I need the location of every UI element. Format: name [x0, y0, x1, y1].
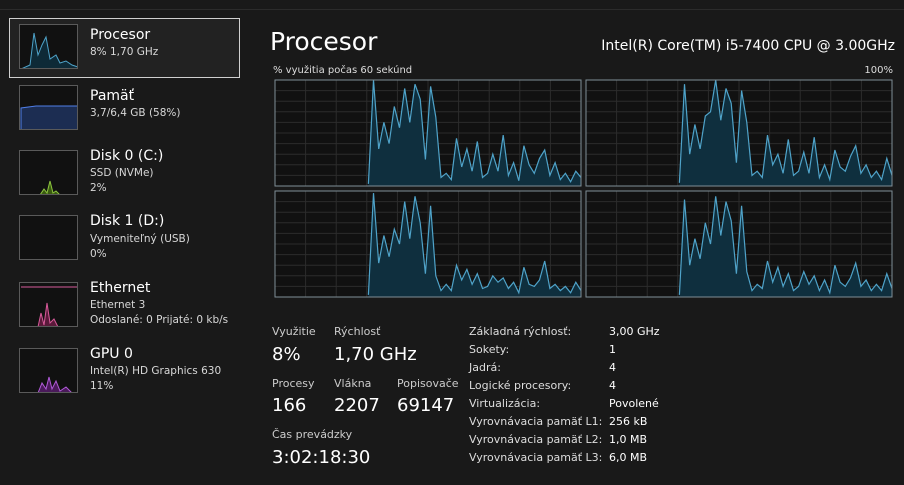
stat-value: 166 — [272, 395, 307, 416]
usage-line — [367, 193, 582, 295]
detail-label: Vyrovnávacia pamäť L1: — [469, 415, 603, 428]
divider — [0, 9, 904, 10]
graph-caption: % využitia počas 60 sekúnd — [273, 65, 413, 76]
graph-max: 100% — [864, 65, 893, 76]
item-title[interactable]: GPU 0 — [90, 346, 133, 362]
usage-line — [678, 79, 893, 183]
detail-label: Virtualizácia: — [469, 397, 541, 410]
stat-label: Rýchlosť — [334, 325, 381, 338]
detail-label: Sokety: — [469, 343, 510, 356]
detail-value: 4 — [609, 361, 616, 374]
item-title[interactable]: Disk 0 (C:) — [90, 148, 164, 164]
detail-label: Základná rýchlosť: — [469, 325, 572, 338]
detail-value: 3,00 GHz — [609, 325, 660, 338]
page-title: Procesor — [270, 27, 378, 56]
detail-label: Vyrovnávacia pamäť L2: — [469, 433, 603, 446]
item-detail: Intel(R) HD Graphics 630 — [90, 365, 222, 377]
item-detail: Ethernet 3 — [90, 299, 146, 311]
usage-line — [367, 79, 582, 184]
cpu-thumbnail[interactable] — [19, 24, 78, 69]
stat-label: Čas prevádzky — [272, 428, 353, 441]
detail-label: Logické procesory: — [469, 379, 572, 392]
graph-border — [585, 190, 893, 298]
disk0-thumbnail[interactable] — [19, 150, 78, 195]
item-title[interactable]: Ethernet — [90, 280, 151, 296]
stat-label: Popisovače — [397, 377, 459, 390]
item-title[interactable]: Pamäť — [90, 88, 135, 104]
detail-label: Vyrovnávacia pamäť L3: — [469, 451, 603, 464]
item-detail: 0% — [90, 248, 107, 260]
stat-value: 2207 — [334, 395, 380, 416]
stat-label: Vlákna — [334, 377, 372, 390]
detail-value: 1 — [609, 343, 616, 356]
usage-area — [679, 196, 892, 297]
detail-value: Povolené — [609, 397, 659, 410]
stat-label: Využitie — [272, 325, 316, 338]
item-title[interactable]: Disk 1 (D:) — [90, 213, 165, 229]
detail-value: 256 kB — [609, 415, 648, 428]
usage-area — [368, 80, 581, 186]
item-detail: Vymeniteľný (USB) — [90, 233, 190, 245]
usage-area — [368, 193, 581, 297]
graph-border — [274, 190, 582, 298]
detail-value: 6,0 MB — [609, 451, 648, 464]
detail-value: 1,0 MB — [609, 433, 648, 446]
memory-thumbnail[interactable] — [19, 85, 78, 130]
disk1-thumbnail[interactable] — [19, 215, 78, 260]
detail-label: Jadrá: — [469, 361, 501, 374]
ethernet-thumbnail[interactable] — [19, 282, 78, 327]
graph-border — [585, 79, 893, 187]
item-detail: 2% — [90, 182, 107, 194]
item-title[interactable]: Procesor — [90, 27, 151, 43]
stat-value: 69147 — [397, 395, 455, 416]
usage-area — [679, 80, 892, 186]
detail-value: 4 — [609, 379, 616, 392]
gpu-thumbnail[interactable] — [19, 348, 78, 393]
stat-value: 3:02:18:30 — [272, 447, 371, 468]
stat-label: Procesy — [272, 377, 315, 390]
stat-value: 1,70 GHz — [334, 344, 417, 365]
item-detail: 3,7/6,4 GB (58%) — [90, 107, 181, 119]
graph-border — [274, 79, 582, 187]
item-detail: 8% 1,70 GHz — [90, 46, 159, 58]
cpu-name: Intel(R) Core(TM) i5-7400 CPU @ 3.00GHz — [601, 38, 895, 54]
item-detail: Odoslané: 0 Prijaté: 0 kb/s — [90, 314, 229, 326]
stat-value: 8% — [272, 344, 301, 365]
item-detail: 11% — [90, 380, 114, 392]
usage-line — [678, 196, 893, 295]
item-detail: SSD (NVMe) — [90, 167, 154, 179]
